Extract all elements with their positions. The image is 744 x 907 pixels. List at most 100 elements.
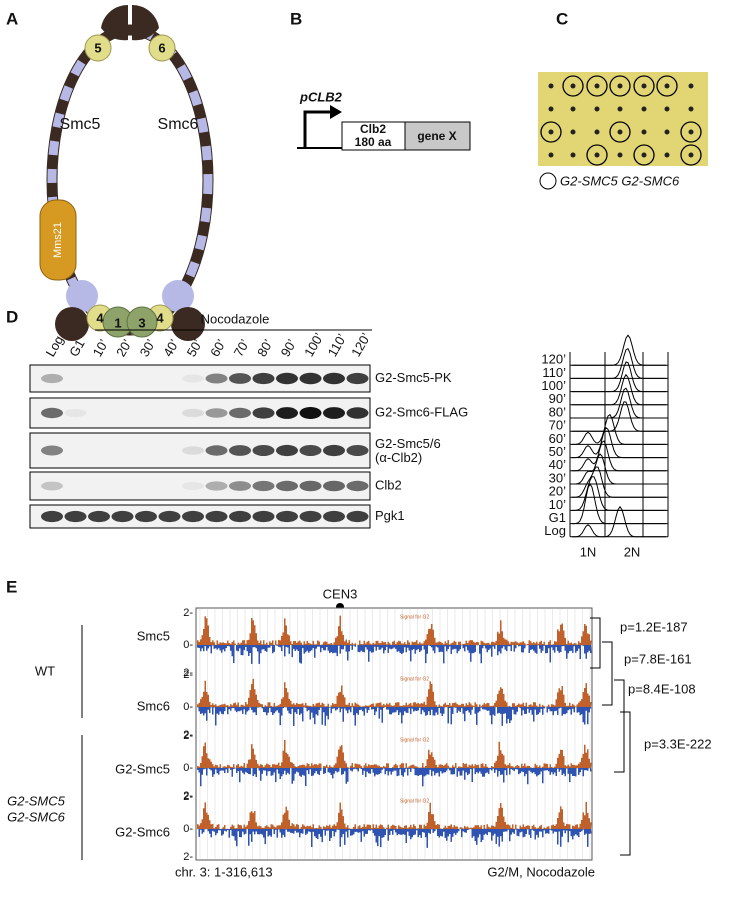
- band: [205, 408, 228, 418]
- bracket: [602, 641, 613, 706]
- protein-label: Smc6: [158, 116, 199, 133]
- band: [205, 445, 228, 456]
- timepoint-label: 100’: [541, 378, 566, 393]
- colony-circle: [633, 75, 655, 97]
- colony: [548, 83, 554, 89]
- treatment-label: Nocodazole: [201, 311, 270, 326]
- colony-circle: [656, 75, 678, 97]
- timepoint-label: 40’: [549, 457, 566, 472]
- panel-label: E: [6, 577, 17, 596]
- centromere-label: CEN3: [323, 586, 358, 601]
- subunit-label: 5: [94, 40, 101, 55]
- facs-histogram: [572, 482, 666, 525]
- axis-label: 2-: [183, 667, 193, 679]
- colony: [594, 129, 600, 135]
- colony: [570, 152, 576, 158]
- band: [229, 407, 251, 419]
- axis-label: 0-: [183, 823, 193, 835]
- timepoint-label: 30’: [549, 470, 566, 485]
- colony: [617, 129, 623, 135]
- panel-label: C: [556, 9, 568, 28]
- band: [346, 445, 369, 456]
- facs-histogram: [572, 348, 666, 379]
- timepoint-label: 50’: [549, 444, 566, 459]
- band: [346, 372, 369, 385]
- timepoint-label: 110’: [542, 365, 566, 380]
- band: [323, 444, 345, 457]
- track-label: G2-Smc5: [115, 761, 170, 776]
- legend-text: G2-SMC5 G2-SMC6: [560, 173, 680, 188]
- smc-ring: [39, 4, 214, 341]
- facs-histogram: [572, 334, 666, 366]
- colony: [594, 152, 600, 158]
- p-value: p=1.2E-187: [620, 619, 688, 634]
- facs-histogram: [572, 373, 666, 406]
- colony-circle: [540, 121, 562, 143]
- timepoint-label: 20’: [549, 484, 566, 499]
- colony: [548, 152, 554, 158]
- blot-label: Pgk1: [375, 508, 405, 523]
- timepoint-label: 10’: [549, 497, 566, 512]
- facs-histogram: [572, 440, 666, 472]
- band: [229, 481, 251, 491]
- bracket: [590, 617, 601, 669]
- subunit-label: 6: [158, 40, 165, 55]
- colony: [664, 129, 670, 135]
- band: [135, 510, 157, 523]
- track-label: G2-Smc6: [115, 824, 170, 839]
- band: [299, 445, 322, 456]
- colony-circle: [586, 144, 608, 166]
- timepoint-label: 60’: [549, 431, 566, 446]
- chip-tracks: 2- 0- 2- Signal for G2 Smc5 2- 0- 2- Signal for …: [115, 607, 592, 863]
- axis-label: 2-: [183, 669, 193, 681]
- colony: [664, 106, 670, 112]
- colony: [594, 83, 600, 89]
- group-label: G2-SMC5: [7, 793, 66, 808]
- tag-size: 180 aa: [355, 135, 392, 149]
- bracket: [620, 711, 631, 856]
- band: [276, 480, 298, 492]
- track-note: Signal for G2: [400, 676, 429, 682]
- band: [41, 373, 63, 384]
- band: [276, 372, 298, 385]
- colony-circle: [633, 144, 655, 166]
- band: [323, 480, 345, 492]
- colony: [688, 152, 694, 158]
- timepoint-label: Log: [544, 523, 566, 538]
- signal-negative: [197, 707, 592, 726]
- legend-circle: [539, 172, 557, 190]
- protein-label: Mms21: [52, 222, 64, 258]
- facs-profiles: 120’110’100’90’80’70’60’50’40’30’20’10’G…: [541, 334, 669, 559]
- p-value: p=8.4E-108: [628, 681, 696, 696]
- timepoint-label: 70’: [549, 418, 566, 433]
- band: [41, 407, 63, 419]
- signal-negative: [197, 829, 592, 848]
- timepoint-label: G1: [549, 510, 566, 525]
- track-note: Signal for G2: [400, 614, 429, 620]
- axis-label: 2-: [183, 790, 193, 802]
- track-frame: [195, 607, 593, 861]
- panel-label: A: [6, 9, 18, 28]
- plate: [538, 72, 708, 166]
- band: [64, 408, 87, 418]
- p-value: p=3.3E-222: [644, 736, 712, 751]
- facs-histogram: [572, 401, 666, 432]
- colony: [688, 129, 694, 135]
- tetrad-dots: [540, 75, 702, 166]
- band: [41, 445, 63, 456]
- tag-label: Clb2: [360, 122, 386, 136]
- axis-label: 2-: [183, 791, 193, 803]
- blots: G2-Smc5-PK G2-Smc6-FLAG G2-Smc5/6(α-Clb2) C…: [29, 364, 468, 529]
- signal-positive: [197, 740, 592, 768]
- colony: [617, 152, 623, 158]
- panel-label: D: [6, 307, 18, 326]
- protein-label: Smc5: [60, 116, 101, 133]
- colony: [641, 152, 647, 158]
- band: [299, 372, 322, 385]
- colony: [570, 129, 576, 135]
- group-label: G2-SMC6: [7, 809, 66, 824]
- subunit-label: 4: [156, 310, 164, 325]
- facs-histogram: [572, 427, 666, 459]
- facs-histogram: [572, 387, 666, 419]
- band: [323, 407, 345, 419]
